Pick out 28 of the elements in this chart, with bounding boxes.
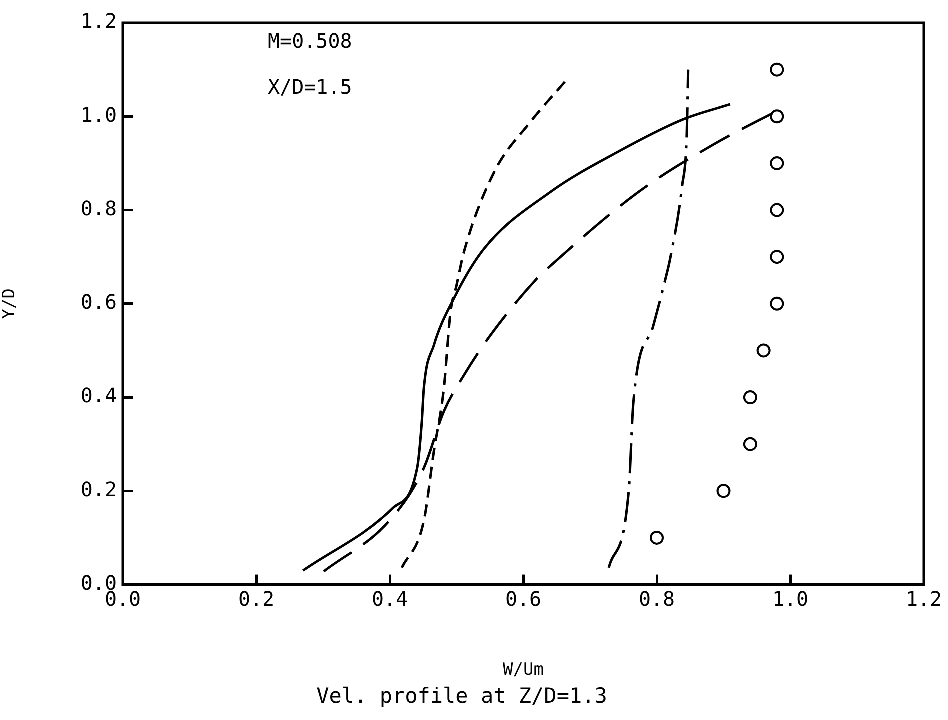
point (743, 437, 758, 452)
x-tick-label: 0.2 (238, 587, 275, 612)
point (770, 203, 784, 218)
y-tick-label: 0.2 (80, 477, 117, 502)
x-axis-title: W/Um (503, 660, 544, 680)
point (770, 250, 784, 264)
annotation: M=0.508 (268, 29, 352, 54)
y-axis-title: Y/D (0, 288, 20, 320)
point (650, 530, 664, 545)
point (716, 484, 731, 498)
text: Vel. profile at Z/D=1.3 (316, 684, 608, 708)
y-tick-label: 0.8 (80, 196, 117, 220)
y-tick-label: 0.6 (80, 290, 117, 314)
x-tick-label: 0.8 (638, 587, 676, 612)
point (770, 62, 784, 77)
y-tick-label: 0.4 (80, 384, 117, 408)
x-tick-label: 1.0 (772, 587, 809, 612)
y-tick-label: 1.2 (80, 9, 117, 34)
y-tick-label: 1.0 (80, 102, 117, 127)
point (770, 156, 784, 170)
x-tick-label: 0.4 (372, 587, 408, 612)
x-tick-label: 0.6 (505, 587, 542, 612)
point (770, 296, 784, 311)
point (756, 344, 771, 358)
annotation: X/D=1.5 (268, 75, 352, 100)
point (770, 110, 784, 124)
x-tick-label: 1.2 (906, 587, 942, 612)
point (743, 390, 758, 405)
